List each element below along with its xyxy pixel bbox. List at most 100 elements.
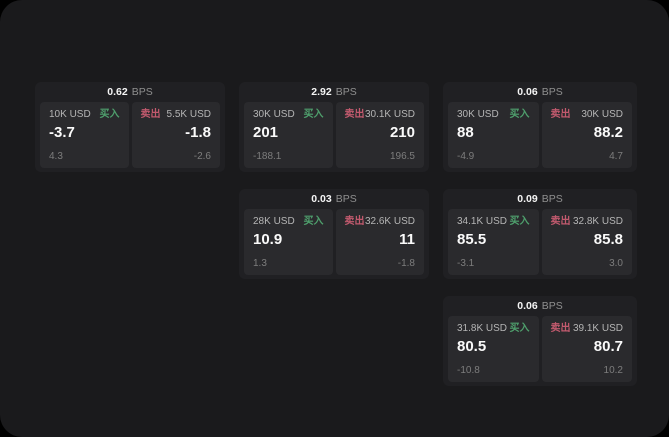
sell-tile[interactable]: 卖出 32.8K USD 85.8 3.0 [541, 209, 632, 275]
spread-header: 0.06 BPS [448, 296, 632, 316]
sell-amount: 5.5K USD [166, 109, 211, 120]
buy-price: 88 [457, 124, 474, 141]
sell-label: 卖出 [550, 216, 571, 227]
buy-price: -3.7 [49, 124, 75, 141]
quote-card: 2.92 BPS 30K USD 买入 201 -188.1 卖出 30.1K … [239, 82, 429, 172]
sell-price: -1.8 [185, 124, 211, 141]
sell-tile-header: 卖出 32.6K USD [345, 216, 416, 228]
sell-label: 卖出 [550, 109, 571, 120]
spread-unit: BPS [541, 86, 563, 98]
sell-tile[interactable]: 卖出 32.6K USD 11 -1.8 [335, 209, 424, 275]
sell-tile-header: 卖出 30K USD [551, 109, 624, 121]
spread-unit: BPS [131, 86, 153, 98]
buy-label: 买入 [509, 216, 530, 227]
sell-tile[interactable]: 卖出 30.1K USD 210 196.5 [335, 102, 424, 168]
spread-header: 0.03 BPS [244, 189, 424, 209]
sell-change: 3.0 [609, 258, 623, 269]
sell-tile-header: 卖出 39.1K USD [551, 323, 624, 335]
spread-value: 0.06 [517, 300, 538, 312]
spread-header: 0.09 BPS [448, 189, 632, 209]
quote-card: 0.62 BPS 10K USD 买入 -3.7 4.3 卖出 5.5K USD [35, 82, 225, 172]
sell-amount: 32.8K USD [572, 216, 623, 227]
sell-label: 卖出 [344, 216, 365, 227]
buy-tile-header: 31.8K USD 买入 [457, 323, 530, 335]
buy-label: 买入 [99, 109, 120, 120]
spread-value: 2.92 [311, 86, 332, 98]
sell-change: -1.8 [397, 258, 415, 269]
spread-value: 0.62 [107, 86, 128, 98]
buy-price: 201 [253, 124, 279, 141]
quote-card-body: 10K USD 买入 -3.7 4.3 卖出 5.5K USD -1.8 -2.… [40, 102, 220, 168]
sell-tile-header: 卖出 30.1K USD [345, 109, 416, 121]
quote-card: 0.09 BPS 34.1K USD 买入 85.5 -3.1 卖出 32.8K… [443, 189, 637, 279]
sell-tile[interactable]: 卖出 30K USD 88.2 4.7 [541, 102, 632, 168]
quote-card-body: 28K USD 买入 10.9 1.3 卖出 32.6K USD 11 -1.8 [244, 209, 424, 275]
spread-unit: BPS [335, 86, 357, 98]
sell-amount: 30K USD [581, 109, 623, 120]
buy-tile-header: 30K USD 买入 [253, 109, 324, 121]
quote-card-body: 30K USD 买入 88 -4.9 卖出 30K USD 88.2 4.7 [448, 102, 632, 168]
buy-tile[interactable]: 34.1K USD 买入 85.5 -3.1 [448, 209, 539, 275]
spread-unit: BPS [541, 193, 563, 205]
sell-tile-header: 卖出 32.8K USD [551, 216, 624, 228]
buy-change: -4.9 [457, 151, 475, 162]
sell-amount: 30.1K USD [364, 109, 415, 120]
sell-change: -2.6 [193, 151, 211, 162]
quote-card-body: 30K USD 买入 201 -188.1 卖出 30.1K USD 210 1… [244, 102, 424, 168]
buy-tile-header: 28K USD 买入 [253, 216, 324, 228]
spread-value: 0.03 [311, 193, 332, 205]
buy-change: 1.3 [253, 258, 267, 269]
spread-header: 0.62 BPS [40, 82, 220, 102]
spread-value: 0.06 [517, 86, 538, 98]
sell-tile[interactable]: 卖出 39.1K USD 80.7 10.2 [541, 316, 632, 382]
buy-price: 10.9 [253, 231, 283, 248]
buy-price: 80.5 [457, 338, 487, 355]
buy-tile[interactable]: 10K USD 买入 -3.7 4.3 [40, 102, 129, 168]
buy-label: 买入 [509, 109, 530, 120]
sell-price: 80.7 [593, 338, 623, 355]
spread-unit: BPS [541, 300, 563, 312]
sell-amount: 32.6K USD [364, 216, 415, 227]
sell-amount: 39.1K USD [572, 323, 623, 334]
sell-price: 210 [389, 124, 415, 141]
buy-tile[interactable]: 30K USD 买入 201 -188.1 [244, 102, 333, 168]
spread-header: 2.92 BPS [244, 82, 424, 102]
buy-amount: 28K USD [253, 216, 295, 227]
buy-amount: 31.8K USD [457, 323, 508, 334]
sell-price: 88.2 [593, 124, 623, 141]
buy-change: -10.8 [457, 365, 480, 376]
buy-label: 买入 [303, 216, 324, 227]
sell-price: 85.8 [593, 231, 623, 248]
sell-tile[interactable]: 卖出 5.5K USD -1.8 -2.6 [131, 102, 220, 168]
sell-label: 卖出 [550, 323, 571, 334]
spread-header: 0.06 BPS [448, 82, 632, 102]
buy-tile-header: 10K USD 买入 [49, 109, 120, 121]
sell-change: 196.5 [389, 151, 415, 162]
sell-change: 4.7 [609, 151, 623, 162]
sell-label: 卖出 [344, 109, 365, 120]
buy-tile[interactable]: 28K USD 买入 10.9 1.3 [244, 209, 333, 275]
buy-label: 买入 [303, 109, 324, 120]
buy-label: 买入 [509, 323, 530, 334]
buy-change: 4.3 [49, 151, 63, 162]
buy-tile[interactable]: 31.8K USD 买入 80.5 -10.8 [448, 316, 539, 382]
buy-price: 85.5 [457, 231, 487, 248]
spread-value: 0.09 [517, 193, 538, 205]
buy-amount: 30K USD [253, 109, 295, 120]
quote-card: 0.06 BPS 31.8K USD 买入 80.5 -10.8 卖出 39.1… [443, 296, 637, 386]
quote-card-body: 31.8K USD 买入 80.5 -10.8 卖出 39.1K USD 80.… [448, 316, 632, 382]
buy-amount: 10K USD [49, 109, 91, 120]
buy-amount: 34.1K USD [457, 216, 508, 227]
cards-grid: 0.62 BPS 10K USD 买入 -3.7 4.3 卖出 5.5K USD [35, 82, 637, 386]
quote-card: 0.06 BPS 30K USD 买入 88 -4.9 卖出 30K USD [443, 82, 637, 172]
buy-change: -3.1 [457, 258, 475, 269]
buy-tile-header: 34.1K USD 买入 [457, 216, 530, 228]
sell-tile-header: 卖出 5.5K USD [141, 109, 212, 121]
buy-tile[interactable]: 30K USD 买入 88 -4.9 [448, 102, 539, 168]
buy-amount: 30K USD [457, 109, 499, 120]
sell-label: 卖出 [140, 109, 161, 120]
sell-price: 11 [399, 231, 415, 248]
quote-card: 0.03 BPS 28K USD 买入 10.9 1.3 卖出 32.6K US… [239, 189, 429, 279]
sell-change: 10.2 [603, 365, 623, 376]
